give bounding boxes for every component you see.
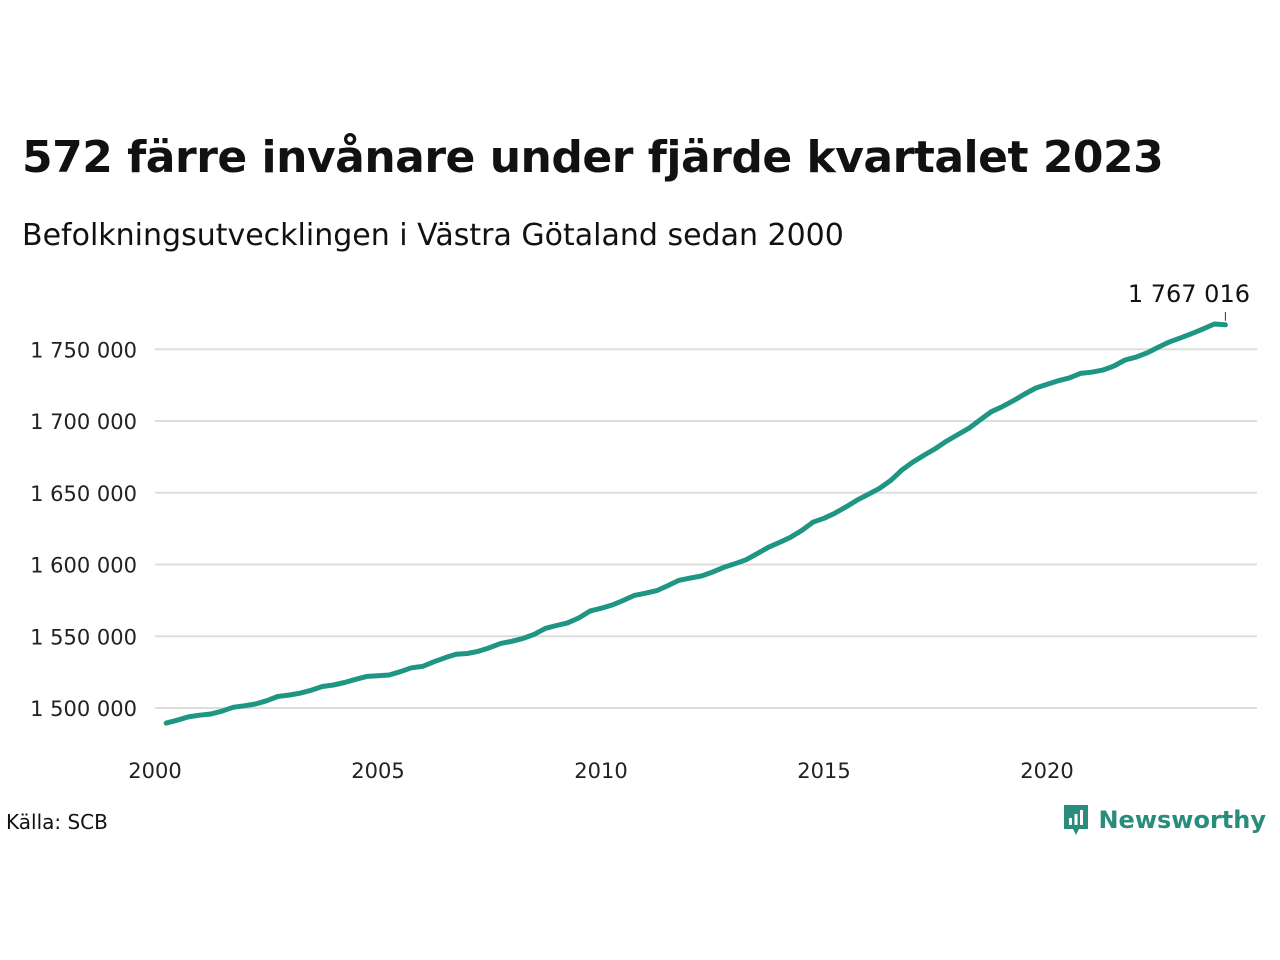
chart-title: 572 färre invånare under fjärde kvartale… (22, 132, 1164, 183)
y-tick-label: 1 650 000 (30, 482, 137, 506)
x-tick-label: 2010 (574, 759, 627, 783)
x-tick-label: 2015 (797, 759, 850, 783)
brand-logo: Newsworthy (1062, 803, 1266, 837)
end-value-label: 1 767 016 (1128, 280, 1250, 308)
newsworthy-logo-icon (1064, 805, 1089, 835)
y-tick-label: 1 550 000 (30, 625, 137, 649)
y-tick-label: 1 750 000 (30, 338, 137, 362)
series-line (163, 321, 1228, 726)
chart-subtitle: Befolkningsutvecklingen i Västra Götalan… (22, 218, 844, 253)
source-note: Källa: SCB (6, 810, 108, 834)
y-tick-label: 1 600 000 (30, 554, 137, 578)
x-tick-label: 2020 (1020, 759, 1073, 783)
y-tick-label: 1 700 000 (30, 410, 137, 434)
x-tick-label: 2000 (128, 759, 181, 783)
brand-name: Newsworthy (1098, 806, 1266, 834)
x-tick-label: 2005 (351, 759, 404, 783)
y-tick-label: 1 500 000 (30, 697, 137, 721)
